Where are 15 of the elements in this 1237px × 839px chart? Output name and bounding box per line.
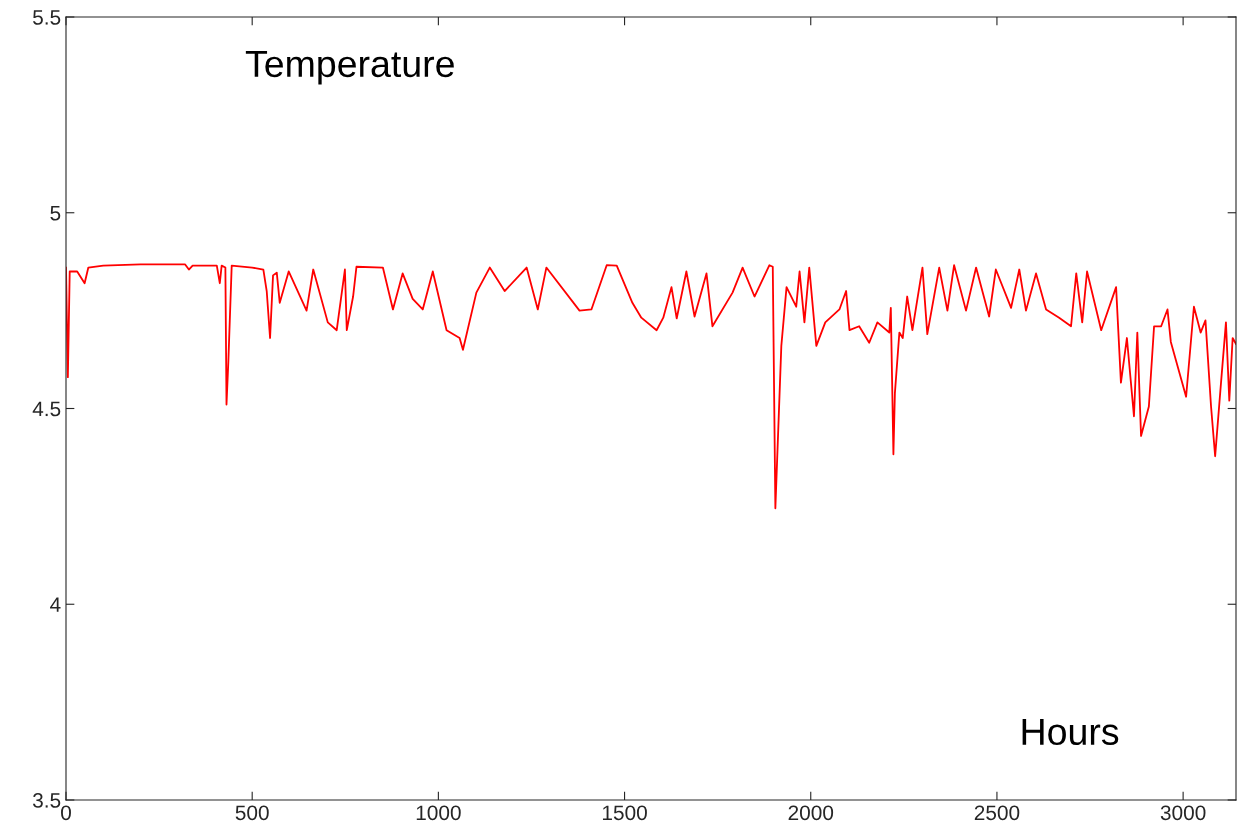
y-tick-label: 4.5 (32, 401, 61, 417)
y-tick-label: 4 (50, 597, 61, 612)
y-axis-title: Temperature (245, 51, 454, 85)
x-axis-title: Hours (1022, 718, 1119, 746)
x-tick-label: 2500 (974, 805, 1020, 821)
y-tick-label: 3.5 (32, 793, 61, 808)
x-tick-label: 1500 (602, 805, 647, 821)
x-tick-label: 500 (235, 805, 269, 821)
y-tick-label: 5.5 (33, 10, 61, 25)
y-tick-label: 5 (50, 205, 61, 221)
line-series (66, 263, 1236, 510)
x-tick-label: 0 (61, 805, 71, 821)
x-tick-label: 1000 (416, 805, 461, 821)
x-tick-label: 2000 (788, 805, 834, 821)
x-tick-label: 3000 (1160, 805, 1206, 821)
